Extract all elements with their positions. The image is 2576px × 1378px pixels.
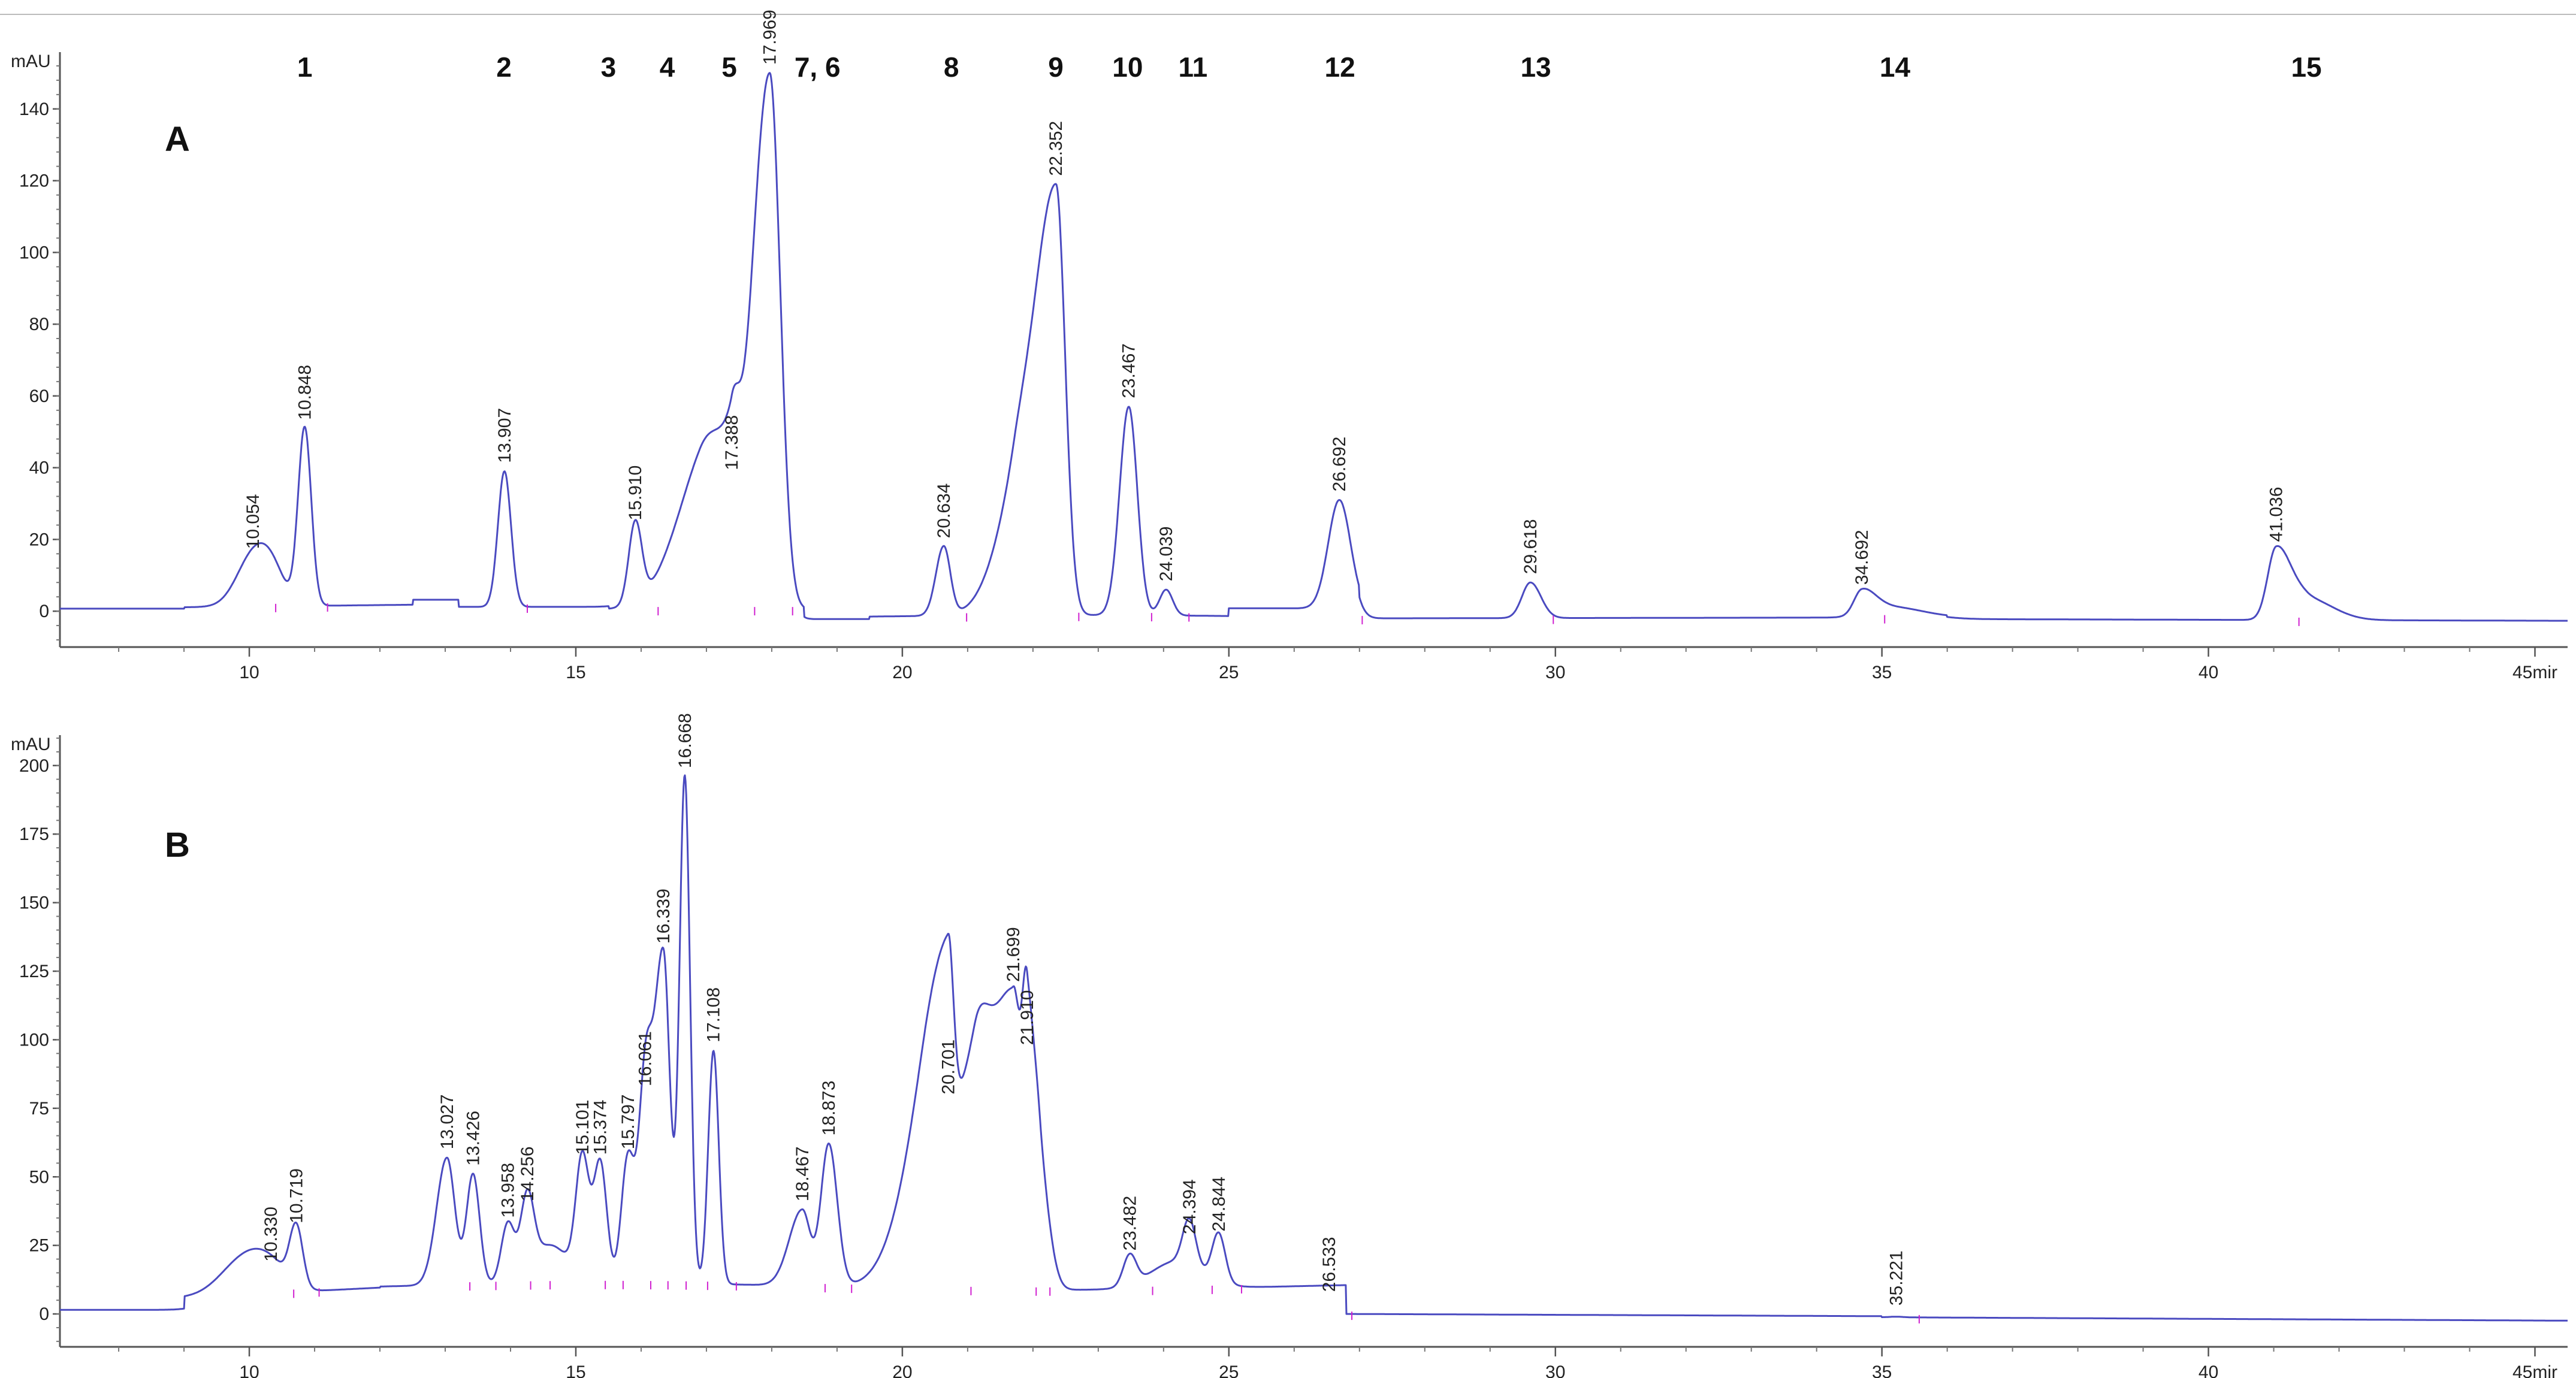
peak-label: 10.719 <box>286 1168 306 1223</box>
y-tick-label: 150 <box>19 893 49 913</box>
panel-b: mAU 0 25 50 75 100 125 150 175 200 10 15 20 25 30 35 40 4… <box>11 713 2568 1378</box>
peak-label: 18.873 <box>819 1081 839 1136</box>
x-tick-label: 35 <box>1872 663 1892 682</box>
y-tick-label: 100 <box>19 1030 49 1050</box>
peak-label: 15.374 <box>591 1100 611 1155</box>
panel-letter: B <box>165 826 190 865</box>
peak-label: 15.101 <box>573 1100 593 1155</box>
x-tick-label: 15 <box>566 1362 585 1378</box>
y-unit-label: mAU <box>11 735 51 754</box>
x-tick-label: 15 <box>566 663 585 682</box>
x-tick-label: 25 <box>1219 663 1239 682</box>
peak-label: 16.061 <box>636 1031 656 1086</box>
x-tick-label: 20 <box>892 1362 912 1378</box>
y-unit-label: mAU <box>11 52 51 71</box>
compound-number: 2 <box>496 52 512 83</box>
compound-number: 11 <box>1179 52 1208 83</box>
y-tick-label: 120 <box>19 171 49 191</box>
peak-label: 17.969 <box>760 10 780 65</box>
peak-label: 10.330 <box>261 1207 281 1262</box>
compound-number: 5 <box>721 52 737 83</box>
y-tick-label: 0 <box>39 1304 49 1324</box>
peak-label: 26.533 <box>1319 1237 1339 1292</box>
peak-label: 13.958 <box>498 1163 518 1218</box>
compound-number: 4 <box>660 52 675 83</box>
x-tick-label: 45mir <box>2512 1362 2557 1378</box>
panel-letter: A <box>165 120 190 159</box>
y-tick-label: 140 <box>19 99 49 119</box>
compound-number: 9 <box>1048 52 1064 83</box>
peak-label: 20.701 <box>938 1039 958 1095</box>
peak-label: 15.910 <box>626 466 645 521</box>
chromatogram-trace-b <box>59 774 2568 1322</box>
peak-label: 24.039 <box>1156 526 1176 581</box>
peak-label: 13.907 <box>495 408 515 463</box>
y-tick-label: 175 <box>19 824 49 844</box>
x-tick-label: 30 <box>1545 1362 1565 1378</box>
y-tick-label: 75 <box>29 1099 49 1119</box>
y-tick-label: 200 <box>19 756 49 776</box>
compound-number: 1 <box>297 52 313 83</box>
y-tick-label: 125 <box>19 962 49 981</box>
peak-label: 13.426 <box>463 1111 483 1166</box>
peak-label: 17.388 <box>722 415 742 470</box>
x-tick-label: 25 <box>1219 1362 1239 1378</box>
peak-label: 22.352 <box>1046 121 1066 176</box>
compound-number: 14 <box>1880 52 1911 83</box>
compound-number: 10 <box>1112 52 1143 83</box>
compound-number: 15 <box>2291 52 2321 83</box>
y-tick-label: 50 <box>29 1167 49 1187</box>
peak-label: 24.844 <box>1209 1177 1229 1232</box>
y-tick-label: 80 <box>29 315 49 334</box>
peak-label: 20.634 <box>934 483 954 539</box>
peak-label: 21.910 <box>1017 990 1037 1045</box>
y-tick-label: 100 <box>19 243 49 262</box>
x-tick-label: 20 <box>892 663 912 682</box>
peak-label: 15.797 <box>618 1094 638 1149</box>
peak-label: 10.848 <box>295 365 315 420</box>
peak-label: 18.467 <box>793 1146 813 1201</box>
peak-label: 23.482 <box>1120 1196 1140 1251</box>
compound-number: 13 <box>1520 52 1551 83</box>
peak-label: 24.394 <box>1180 1179 1200 1234</box>
peak-label: 29.618 <box>1521 519 1541 574</box>
y-tick-label: 40 <box>29 458 49 478</box>
peak-label: 13.027 <box>437 1094 457 1149</box>
peak-label: 21.699 <box>1004 927 1023 982</box>
compound-number: 8 <box>944 52 959 83</box>
peak-label: 26.692 <box>1330 437 1349 492</box>
compound-number: 12 <box>1325 52 1355 83</box>
y-tick-label: 60 <box>29 386 49 406</box>
chromatogram-trace-a <box>59 72 2568 622</box>
peak-label: 16.668 <box>675 713 695 768</box>
peak-label: 23.467 <box>1119 343 1139 398</box>
y-tick-label: 0 <box>39 602 49 621</box>
peak-label: 16.339 <box>654 889 674 944</box>
peak-label: 17.108 <box>704 987 724 1042</box>
x-tick-label: 10 <box>239 1362 259 1378</box>
x-tick-label: 45mir <box>2512 663 2557 682</box>
x-tick-label: 35 <box>1872 1362 1892 1378</box>
peak-label: 14.256 <box>518 1146 537 1201</box>
y-tick-label: 25 <box>29 1236 49 1256</box>
x-tick-label: 40 <box>2198 1362 2218 1378</box>
peak-label: 41.036 <box>2266 487 2286 542</box>
peak-label: 10.054 <box>243 494 263 549</box>
x-tick-label: 40 <box>2198 663 2218 682</box>
compound-number: 3 <box>601 52 617 83</box>
x-tick-label: 30 <box>1545 663 1565 682</box>
compound-number: 7, 6 <box>795 52 841 83</box>
peak-label: 35.221 <box>1887 1250 1907 1306</box>
y-tick-label: 20 <box>29 530 49 549</box>
peak-label: 34.692 <box>1852 530 1872 585</box>
x-tick-label: 10 <box>239 663 259 682</box>
